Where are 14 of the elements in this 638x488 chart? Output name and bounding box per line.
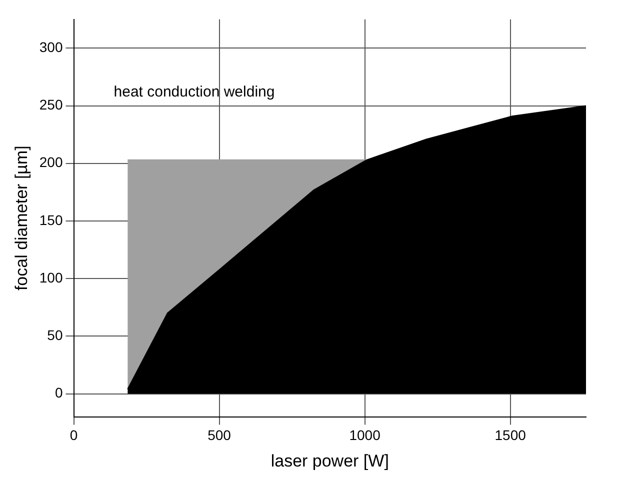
x-tick-label: 0: [70, 427, 78, 444]
x-axis-title: laser power [W]: [270, 451, 389, 470]
y-tick-label: 200: [39, 154, 63, 170]
y-tick-label: 300: [39, 39, 63, 56]
annotation: heat conduction welding: [114, 84, 275, 101]
x-tick-label: 500: [208, 427, 232, 444]
x-tick-label: 1000: [349, 427, 381, 444]
y-tick-label: 50: [47, 327, 63, 344]
y-axis-title: focal diameter [µm]: [12, 146, 31, 291]
y-tick-label: 100: [39, 269, 63, 286]
x-tick-label: 1500: [494, 427, 526, 444]
y-tick-label: 250: [39, 96, 63, 113]
y-tick-label: 150: [39, 212, 63, 228]
y-tick-label: 0: [54, 384, 63, 401]
